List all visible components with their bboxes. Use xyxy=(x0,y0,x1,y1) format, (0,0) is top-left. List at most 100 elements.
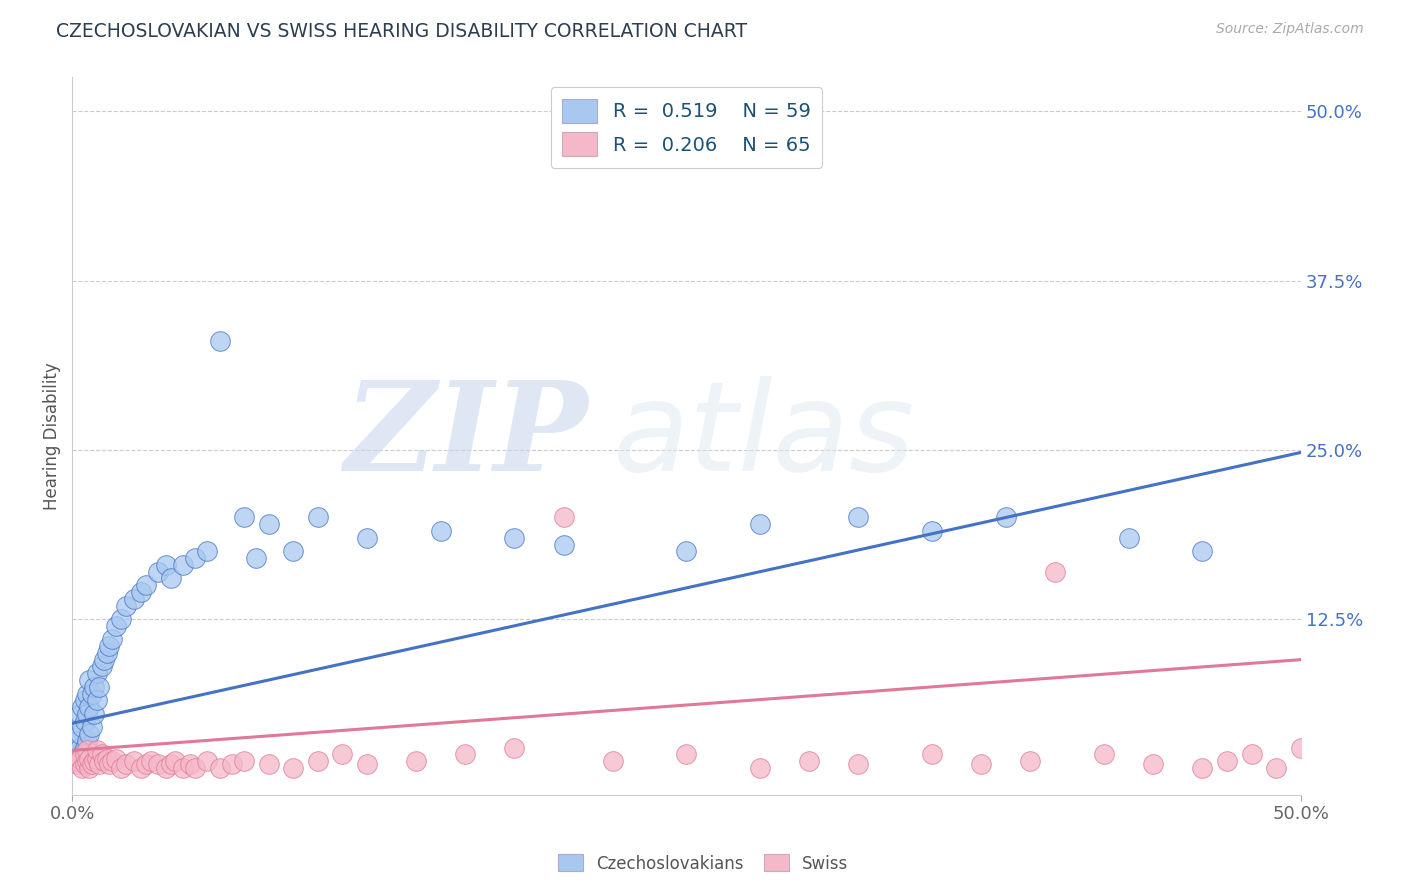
Point xyxy=(79,700,101,714)
Point xyxy=(848,510,870,524)
Point xyxy=(90,747,112,762)
Point xyxy=(1191,544,1213,558)
Point xyxy=(80,686,103,700)
Point xyxy=(749,761,772,775)
Point xyxy=(172,761,194,775)
Point xyxy=(283,544,305,558)
Point xyxy=(98,756,121,771)
Point xyxy=(69,740,91,755)
Point xyxy=(165,754,187,768)
Point xyxy=(73,756,96,771)
Point xyxy=(195,754,218,768)
Text: CZECHOSLOVAKIAN VS SWISS HEARING DISABILITY CORRELATION CHART: CZECHOSLOVAKIAN VS SWISS HEARING DISABIL… xyxy=(56,22,748,41)
Point xyxy=(245,551,267,566)
Y-axis label: Hearing Disability: Hearing Disability xyxy=(44,362,60,510)
Point xyxy=(73,740,96,755)
Point xyxy=(70,700,93,714)
Point xyxy=(83,680,105,694)
Point xyxy=(1043,565,1066,579)
Point xyxy=(179,756,201,771)
Point xyxy=(994,510,1017,524)
Point xyxy=(73,693,96,707)
Point xyxy=(307,754,329,768)
Point xyxy=(921,524,943,538)
Point xyxy=(69,706,91,721)
Point xyxy=(139,754,162,768)
Point xyxy=(122,591,145,606)
Point xyxy=(208,761,231,775)
Point xyxy=(159,756,181,771)
Point xyxy=(1265,761,1288,775)
Point xyxy=(98,639,121,653)
Point xyxy=(1019,754,1042,768)
Point xyxy=(503,531,526,545)
Point xyxy=(90,659,112,673)
Point xyxy=(257,756,280,771)
Point xyxy=(221,756,243,771)
Point xyxy=(1142,756,1164,771)
Point xyxy=(86,751,108,765)
Point xyxy=(307,510,329,524)
Point xyxy=(553,510,575,524)
Point xyxy=(66,747,89,762)
Point xyxy=(105,619,128,633)
Point xyxy=(921,747,943,762)
Point xyxy=(110,761,132,775)
Point xyxy=(86,666,108,681)
Point xyxy=(429,524,451,538)
Point xyxy=(76,754,98,768)
Point xyxy=(155,558,177,572)
Point xyxy=(66,734,89,748)
Point xyxy=(356,531,378,545)
Point xyxy=(79,751,101,765)
Legend: R =  0.519    N = 59, R =  0.206    N = 65: R = 0.519 N = 59, R = 0.206 N = 65 xyxy=(551,87,823,168)
Point xyxy=(129,585,152,599)
Point xyxy=(503,740,526,755)
Point xyxy=(172,558,194,572)
Point xyxy=(63,754,86,768)
Point xyxy=(73,747,96,762)
Point xyxy=(96,751,118,765)
Point xyxy=(356,756,378,771)
Point xyxy=(135,578,157,592)
Point xyxy=(332,747,354,762)
Point xyxy=(1191,761,1213,775)
Point xyxy=(115,599,138,613)
Point xyxy=(70,720,93,734)
Point xyxy=(100,754,122,768)
Point xyxy=(1118,531,1140,545)
Point xyxy=(93,653,115,667)
Point xyxy=(553,538,575,552)
Text: Source: ZipAtlas.com: Source: ZipAtlas.com xyxy=(1216,22,1364,37)
Point xyxy=(675,747,697,762)
Point xyxy=(86,743,108,757)
Point xyxy=(184,761,207,775)
Point xyxy=(405,754,427,768)
Point xyxy=(80,756,103,771)
Point xyxy=(93,754,115,768)
Point xyxy=(1289,740,1312,755)
Point xyxy=(70,747,93,762)
Point xyxy=(148,565,170,579)
Point xyxy=(66,756,89,771)
Point xyxy=(122,754,145,768)
Point xyxy=(233,754,256,768)
Point xyxy=(1240,747,1263,762)
Point xyxy=(69,751,91,765)
Point xyxy=(749,517,772,532)
Point xyxy=(79,761,101,775)
Point xyxy=(129,761,152,775)
Point xyxy=(69,727,91,741)
Text: atlas: atlas xyxy=(613,376,915,497)
Point xyxy=(135,756,157,771)
Legend: Czechoslovakians, Swiss: Czechoslovakians, Swiss xyxy=(551,847,855,880)
Point xyxy=(208,334,231,349)
Point xyxy=(675,544,697,558)
Point xyxy=(79,673,101,687)
Point xyxy=(73,714,96,728)
Point xyxy=(1315,754,1337,768)
Point xyxy=(79,727,101,741)
Point xyxy=(76,686,98,700)
Point xyxy=(86,693,108,707)
Point xyxy=(970,756,993,771)
